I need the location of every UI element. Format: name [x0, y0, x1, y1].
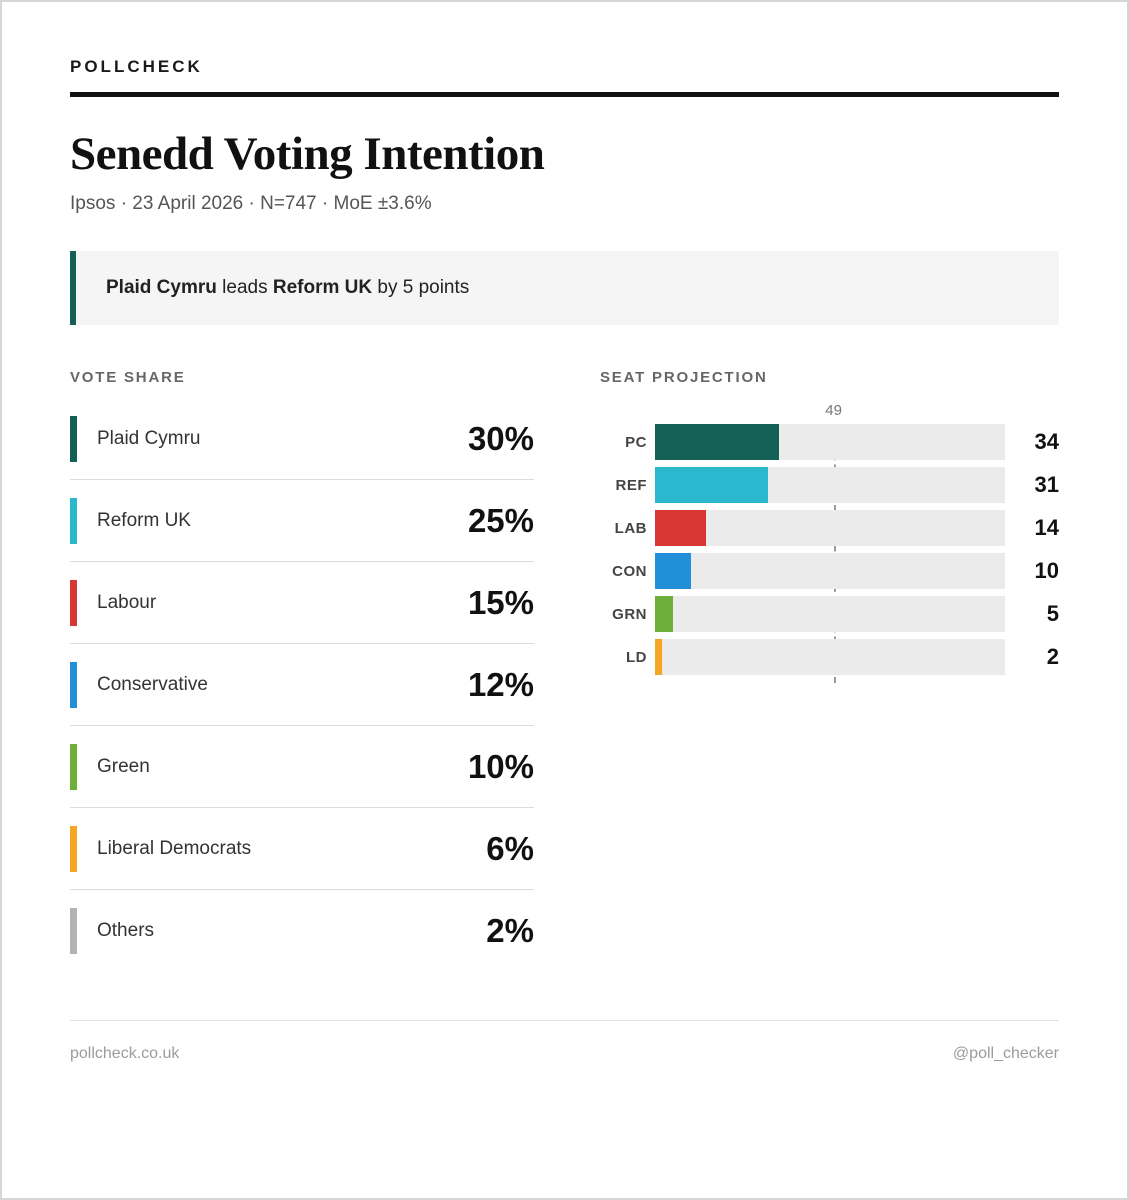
seat-value: 2 [1046, 644, 1059, 669]
seat-row: CON 10 [600, 553, 1059, 589]
footer-handle: @poll_checker [952, 1045, 1059, 1062]
seat-bar-track [655, 424, 1005, 460]
seat-value: 14 [1034, 515, 1059, 540]
party-color-swatch [70, 908, 77, 954]
vote-share-row: Reform UK 25% [70, 480, 534, 562]
footer: pollcheck.co.uk @poll_checker [70, 1045, 1059, 1063]
seat-row-label: LD [626, 648, 647, 666]
footer-rule [70, 1020, 1059, 1021]
brand-logo: POLLCHECK [70, 57, 203, 76]
header-rule [70, 92, 1059, 97]
vote-share-value: 15% [467, 583, 534, 621]
seat-bar-fill [655, 639, 663, 675]
party-name: Plaid Cymru [97, 427, 201, 449]
vote-share-section: VOTE SHARE Plaid Cymru 30% Reform UK 25% Lab… [70, 369, 534, 972]
seat-projection-chart: 49 PC 34 REF 31 LAB 14 CON 10 GRN 5 LD 2 [600, 402, 1059, 683]
seat-value: 31 [1034, 472, 1059, 497]
vote-share-value: 25% [467, 501, 534, 539]
party-color-swatch [70, 825, 77, 872]
seat-row-label: LAB [614, 519, 647, 537]
party-name: Conservative [97, 673, 208, 695]
vote-share-value: 30% [467, 419, 534, 457]
seat-bar-track [655, 553, 1005, 589]
seat-bar-track [655, 467, 1005, 503]
seat-bar-track [655, 639, 1005, 675]
seat-projection-heading: SEAT PROJECTION [600, 369, 768, 386]
party-name: Liberal Democrats [97, 837, 252, 859]
seat-value: 34 [1034, 429, 1059, 454]
page-title: Senedd Voting Intention [70, 128, 545, 180]
seat-bar-track [655, 596, 1005, 632]
party-color-swatch [70, 579, 77, 626]
callout-lead-party: Plaid Cymru [106, 277, 217, 298]
callout-trail-party: Reform UK [272, 277, 373, 298]
seat-bar-fill [655, 596, 674, 632]
vote-share-heading: VOTE SHARE [70, 369, 186, 386]
party-name: Reform UK [97, 509, 191, 531]
vote-share-row: Green 10% [70, 726, 534, 808]
party-color-swatch [70, 497, 77, 544]
vote-share-value: 12% [467, 665, 534, 703]
seat-row-label: CON [612, 562, 647, 580]
majority-label: 49 [825, 402, 842, 419]
seat-bar-fill [655, 467, 769, 503]
party-name: Green [97, 755, 150, 777]
party-name: Labour [97, 591, 157, 613]
content-columns: VOTE SHARE Plaid Cymru 30% Reform UK 25% Lab… [70, 369, 1059, 972]
vote-share-row: Conservative 12% [70, 644, 534, 726]
seat-row-label: PC [625, 433, 647, 451]
seat-row: REF 31 [600, 467, 1059, 503]
vote-share-row: Labour 15% [70, 562, 534, 644]
seat-rows: PC 34 REF 31 LAB 14 CON 10 GRN 5 LD 2 [600, 424, 1059, 675]
vote-share-row: Liberal Democrats 6% [70, 808, 534, 890]
seat-bar-track [655, 510, 1005, 546]
vote-share-value: 10% [467, 747, 534, 785]
seat-value: 10 [1034, 558, 1059, 583]
seat-row: LD 2 [600, 639, 1059, 675]
seat-row: GRN 5 [600, 596, 1059, 632]
callout-middle-text: leads [216, 277, 273, 298]
party-color-swatch [70, 415, 77, 462]
vote-share-value: 2% [486, 912, 534, 949]
party-color-swatch [70, 661, 77, 708]
seat-row: PC 34 [600, 424, 1059, 460]
seat-bar-fill [655, 510, 707, 546]
seat-row-label: GRN [612, 605, 647, 623]
callout-suffix-text: by 5 points [372, 277, 470, 298]
vote-share-value: 6% [486, 829, 534, 867]
seat-row-label: REF [615, 476, 647, 494]
vote-share-list: Plaid Cymru 30% Reform UK 25% Labour 15% Conse… [70, 398, 534, 972]
party-name: Others [97, 920, 155, 941]
seat-row: LAB 14 [600, 510, 1059, 546]
headline-callout: Plaid Cymru leads Reform UK by 5 points [70, 251, 1059, 325]
seat-value: 5 [1046, 601, 1059, 626]
vote-share-row: Others 2% [70, 890, 534, 972]
seat-bar-fill [655, 553, 692, 589]
footer-site: pollcheck.co.uk [70, 1045, 180, 1062]
seat-projection-section: SEAT PROJECTION 49 PC 34 REF 31 LAB 14 CON 10 GR… [600, 369, 1059, 972]
party-color-swatch [70, 743, 77, 790]
poll-meta: Ipsos · 23 April 2026 · N=747 · MoE ±3.6… [70, 193, 432, 214]
vote-share-row: Plaid Cymru 30% [70, 398, 534, 480]
seat-bar-fill [655, 424, 779, 460]
